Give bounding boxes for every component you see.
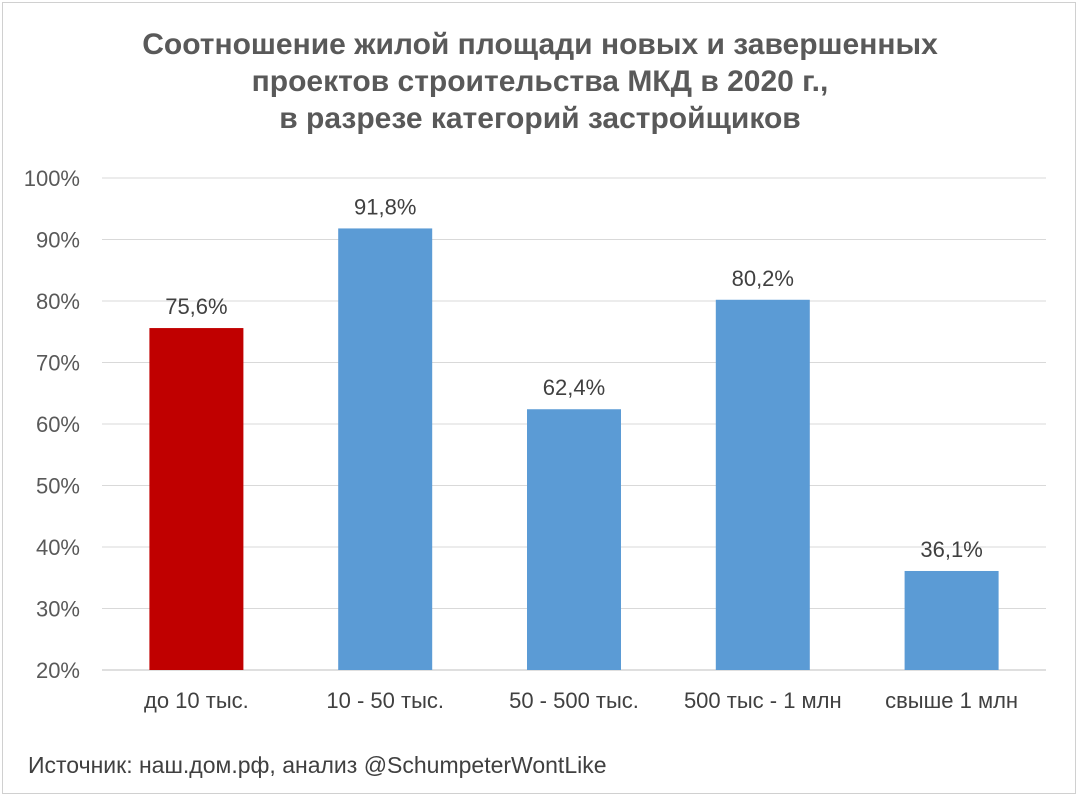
bar (149, 328, 244, 670)
x-tick-label: 50 - 500 тыс. (509, 688, 639, 713)
chart-title-line-2: проектов строительства МКД в 2020 г., (251, 65, 829, 98)
bar (715, 299, 810, 670)
y-tick-label: 50% (36, 474, 80, 499)
bars (149, 228, 999, 670)
x-axis-ticks: до 10 тыс. 10 - 50 тыс. 50 - 500 тыс. 500 т… (144, 688, 1018, 713)
data-labels: 75,6% 91,8% 62,4% 80,2% 36,1% (165, 194, 983, 562)
x-tick-label: 500 тыс - 1 млн (684, 688, 842, 713)
y-tick-label: 90% (36, 228, 80, 253)
bar (904, 570, 999, 670)
bar (338, 228, 433, 670)
y-tick-label: 60% (36, 412, 80, 437)
y-tick-label: 20% (36, 658, 80, 683)
bar (527, 409, 621, 670)
y-axis-ticks: 20% 30% 40% 50% 60% 70% 80% 90% 100% (24, 166, 80, 683)
y-tick-label: 30% (36, 597, 80, 622)
data-label: 75,6% (165, 294, 227, 319)
y-tick-label: 40% (36, 535, 80, 560)
x-tick-label: свыше 1 млн (885, 688, 1018, 713)
source-note: Источник: наш.дом.рф, анализ @Schumpeter… (28, 752, 607, 778)
chart-title-line-3: в разрезе категорий застройщиков (279, 102, 801, 135)
data-label: 62,4% (543, 375, 605, 400)
y-tick-label: 80% (36, 289, 80, 314)
x-tick-label: 10 - 50 тыс. (326, 688, 444, 713)
data-label: 80,2% (732, 266, 794, 291)
x-tick-label: до 10 тыс. (144, 688, 249, 713)
data-label: 36,1% (920, 537, 982, 562)
y-tick-label: 100% (24, 166, 80, 191)
chart-title-line-1: Соотношение жилой площади новых и заверш… (142, 28, 938, 61)
data-label: 91,8% (354, 194, 416, 219)
chart-title: Соотношение жилой площади новых и заверш… (0, 26, 1080, 137)
y-tick-label: 70% (36, 351, 80, 376)
